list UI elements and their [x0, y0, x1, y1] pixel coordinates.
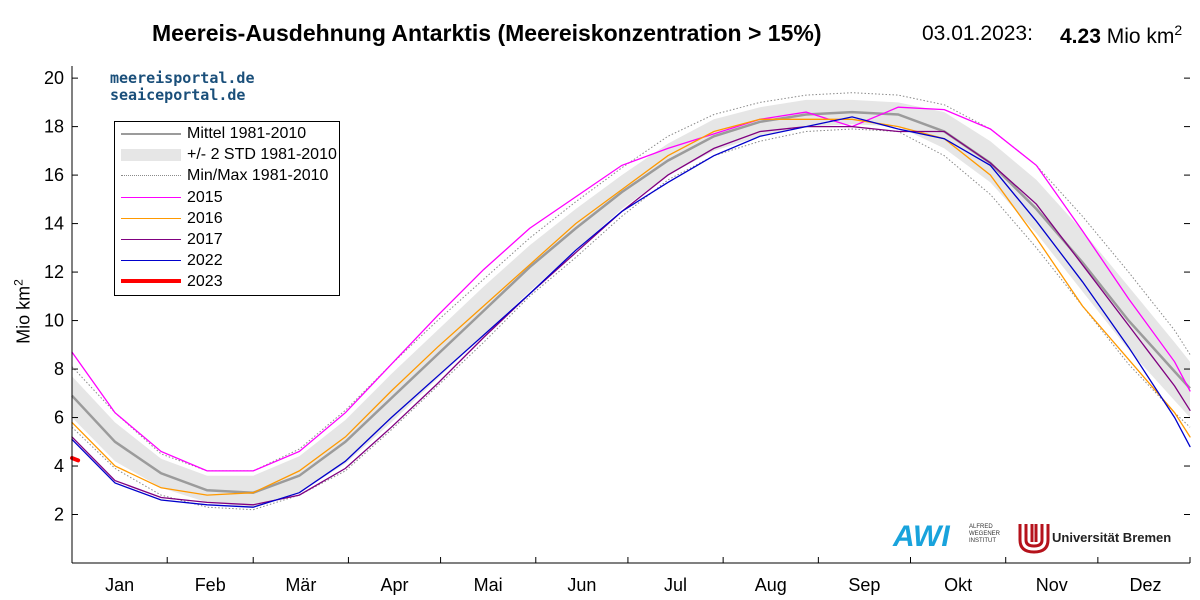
legend: Mittel 1981-2010 +/- 2 STD 1981-2010 Min/M…: [114, 121, 340, 296]
x-tick-label: Nov: [1036, 575, 1068, 595]
current-date: 03.01.2023:: [922, 22, 1033, 45]
y-axis-label: Mio km2: [12, 267, 35, 357]
x-tick-label: Dez: [1129, 575, 1161, 595]
y-axis-label-exp: 2: [11, 279, 26, 286]
x-tick-label: Mai: [474, 575, 503, 595]
uni-bremen-label: Universität Bremen: [1052, 530, 1172, 545]
current-value: 4.23 Mio km2: [1060, 22, 1182, 49]
legend-item: 2022: [115, 251, 339, 271]
series-line-2017: [71, 125, 1191, 506]
legend-swatch: [121, 279, 181, 284]
title-bar: Meereis-Ausdehnung Antarktis (Meereiskon…: [0, 16, 1200, 56]
legend-item: Mittel 1981-2010: [115, 124, 339, 144]
x-tick-label: Mär: [285, 575, 316, 595]
legend-swatch: [121, 239, 181, 240]
series-line-2022: [71, 116, 1191, 508]
x-tick-label: Feb: [195, 575, 226, 595]
y-tick-label: 4: [54, 456, 64, 476]
y-tick-label: 20: [44, 68, 64, 88]
legend-label: +/- 2 STD 1981-2010: [187, 146, 337, 164]
series-line-2016: [71, 118, 1191, 496]
current-value-unit: Mio km: [1106, 25, 1175, 48]
legend-item: 2015: [115, 188, 339, 208]
portal-link-de[interactable]: meereisportal.de: [110, 69, 255, 87]
y-axis-label-text: Mio km: [13, 285, 34, 344]
awi-sub2: WEGENER: [969, 531, 1001, 537]
legend-label: 2016: [187, 209, 223, 227]
legend-label: 2017: [187, 231, 223, 248]
series-line-2015: [71, 106, 1191, 472]
logos: AWI ALFRED WEGENER INSTITUT Universität …: [893, 518, 1183, 558]
legend-swatch: [121, 217, 181, 219]
y-tick-label: 6: [54, 408, 64, 428]
legend-label: Mittel 1981-2010: [187, 125, 307, 142]
awi-sub3: INSTITUT: [969, 538, 996, 544]
mean-line: [71, 110, 1191, 494]
y-tick-label: 10: [44, 311, 64, 331]
x-tick-label: Sep: [848, 575, 880, 595]
y-tick-label: 14: [44, 214, 64, 234]
legend-label: 2023: [187, 273, 223, 291]
y-tick-label: 8: [54, 359, 64, 379]
legend-label: Min/Max 1981-2010: [187, 167, 329, 185]
chart-title: Meereis-Ausdehnung Antarktis (Meereiskon…: [152, 20, 822, 46]
legend-label: 2022: [187, 252, 223, 270]
x-tick-label: Okt: [944, 575, 972, 595]
portal-link-en[interactable]: seaiceportal.de: [110, 86, 246, 104]
series-line-2023: [70, 456, 81, 463]
legend-item: +/- 2 STD 1981-2010: [115, 145, 339, 165]
y-tick-label: 16: [44, 165, 64, 185]
axes: 2 4 6 8 10 12 14 16 18 20 Jan Feb Mär Apr Mai Jun Jul Aug…: [44, 66, 1191, 595]
legend-swatch: [121, 175, 181, 177]
legend-swatch: [121, 260, 181, 262]
x-tick-label: Aug: [755, 575, 787, 595]
y-tick-label: 2: [54, 505, 64, 525]
x-tick-label: Apr: [380, 575, 408, 595]
y-tick-label: 18: [44, 117, 64, 137]
portal-links: meereisportal.de seaiceportal.de: [110, 70, 255, 104]
min-line: [71, 128, 1191, 511]
legend-item: 2023: [115, 272, 339, 292]
legend-item: 2017: [115, 230, 339, 250]
legend-swatch: [121, 196, 181, 198]
y-tick-label: 12: [44, 262, 64, 282]
awi-logo-subtitle: ALFRED WEGENER INSTITUT: [969, 524, 1000, 545]
x-tick-label: Jun: [567, 575, 596, 595]
legend-swatch: [121, 133, 181, 135]
legend-label: 2015: [187, 188, 223, 206]
uni-bremen-logo-icon: [1018, 524, 1050, 554]
x-tick-label: Jul: [664, 575, 687, 595]
awi-logo: AWI: [893, 520, 950, 553]
current-value-number: 4.23: [1060, 25, 1101, 48]
awi-sub1: ALFRED: [969, 524, 993, 530]
std-band: [72, 99, 1190, 508]
legend-swatch: [121, 149, 181, 162]
x-tick-label: Jan: [105, 575, 134, 595]
plot-area: [70, 92, 1191, 511]
legend-item: 2016: [115, 209, 339, 229]
current-value-unit-exp: 2: [1174, 22, 1183, 38]
legend-item: Min/Max 1981-2010: [115, 166, 339, 186]
